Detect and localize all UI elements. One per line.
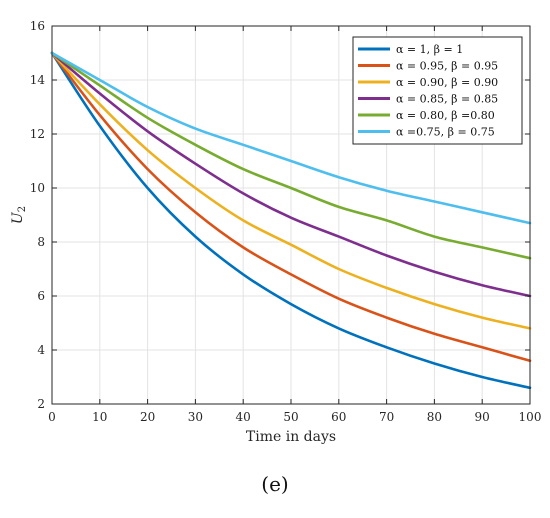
y-tick-label: 8 <box>37 235 45 249</box>
series-line-2 <box>50 51 532 363</box>
x-tick-label: 20 <box>140 410 155 424</box>
y-axis-label-subscript: 2 <box>17 206 28 212</box>
series-line-4 <box>50 51 532 298</box>
x-tick-label: 50 <box>283 410 298 424</box>
x-ticks: 0 10 20 30 40 50 60 70 80 90 100 <box>48 26 541 424</box>
y-tick-label: 14 <box>30 73 46 87</box>
legend-box <box>352 36 523 145</box>
y-tick-label: 12 <box>30 127 45 141</box>
x-tick-label: 90 <box>475 410 490 424</box>
x-tick-label: 60 <box>331 410 346 424</box>
legend-entry: α = 0.85, β = 0.85 <box>396 93 498 106</box>
x-tick-label: 100 <box>519 410 542 424</box>
figure-caption: (e) <box>261 472 289 496</box>
legend: α = 1, β = 1 α = 0.95, β = 0.95 α = 0.90, … <box>352 36 523 145</box>
legend-entry: α = 0.95, β = 0.95 <box>396 60 498 73</box>
y-ticks: 2 4 6 8 10 12 14 16 <box>30 19 530 411</box>
legend-entry: α = 1, β = 1 <box>396 43 463 56</box>
x-tick-label: 70 <box>379 410 394 424</box>
line-chart: 0 10 20 30 40 50 60 70 80 90 100 2 4 6 8 10 12 14 16 Time… <box>10 19 541 445</box>
x-tick-label: 10 <box>92 410 107 424</box>
legend-entry: α =0.75, β = 0.75 <box>396 126 495 139</box>
legend-entry: α = 0.90, β = 0.90 <box>396 76 498 89</box>
series-line-1 <box>50 51 532 390</box>
x-tick-label: 0 <box>48 410 56 424</box>
x-tick-label: 40 <box>236 410 251 424</box>
y-tick-label: 6 <box>37 289 45 303</box>
x-axis-label: Time in days <box>246 429 336 445</box>
y-tick-label: 10 <box>30 181 45 195</box>
y-tick-label: 16 <box>30 19 45 33</box>
y-axis-label-main: U <box>10 211 26 224</box>
y-tick-label: 2 <box>37 397 45 411</box>
y-tick-label: 4 <box>37 343 45 357</box>
series-line-6 <box>50 51 532 225</box>
series-line-5 <box>50 51 532 260</box>
x-tick-label: 80 <box>427 410 442 424</box>
y-axis-label: U2 <box>10 206 28 224</box>
x-tick-label: 30 <box>188 410 203 424</box>
series-line-3 <box>50 51 532 330</box>
series-lines <box>50 51 532 390</box>
legend-entry: α = 0.80, β =0.80 <box>396 109 495 122</box>
